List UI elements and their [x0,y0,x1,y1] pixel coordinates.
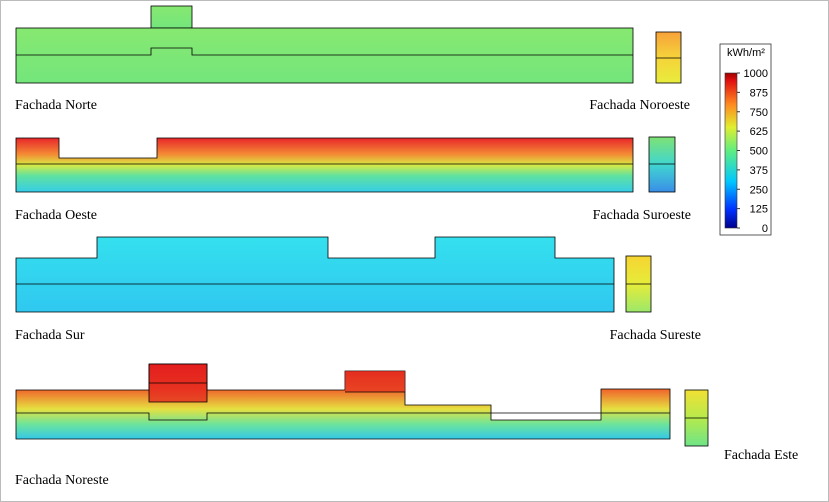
colorbar-tick-label: 500 [750,146,768,158]
facade-label: Fachada Este [724,448,798,463]
facade-edge [148,363,208,403]
facade-label: Fachada Noroeste [589,98,690,113]
facade-label: Fachada Sureste [610,328,701,343]
facade-label: Fachada Sur [15,328,85,343]
facade-shape [15,137,634,193]
colorbar-tick-label: 0 [762,223,768,235]
colorbar [724,72,738,229]
floor-line [16,47,633,56]
colorbar-tick-label: 875 [750,87,768,99]
colorbar-tick-label: 1000 [744,68,768,80]
facade-shape [655,31,682,84]
facade-label: Fachada Oeste [15,208,97,223]
colorbar-tick-label: 625 [750,126,768,138]
colorbar-tick-label: 125 [750,204,768,216]
colorbar-unit: kWh/m² [727,47,765,59]
colorbar-tick-label: 375 [750,165,768,177]
colorbar-tick-label: 750 [750,107,768,119]
facade-hotspot [345,371,405,392]
colorbar-tick-label: 250 [750,184,768,196]
facade-shape [150,5,193,29]
floor-line [16,412,670,421]
facade-label: Fachada Noreste [15,473,109,488]
facade-shape [15,27,634,84]
facade-label: Fachada Suroeste [593,208,691,223]
facade-label: Fachada Norte [15,98,97,113]
facade-shape [15,236,615,313]
facade-shape [648,136,676,193]
